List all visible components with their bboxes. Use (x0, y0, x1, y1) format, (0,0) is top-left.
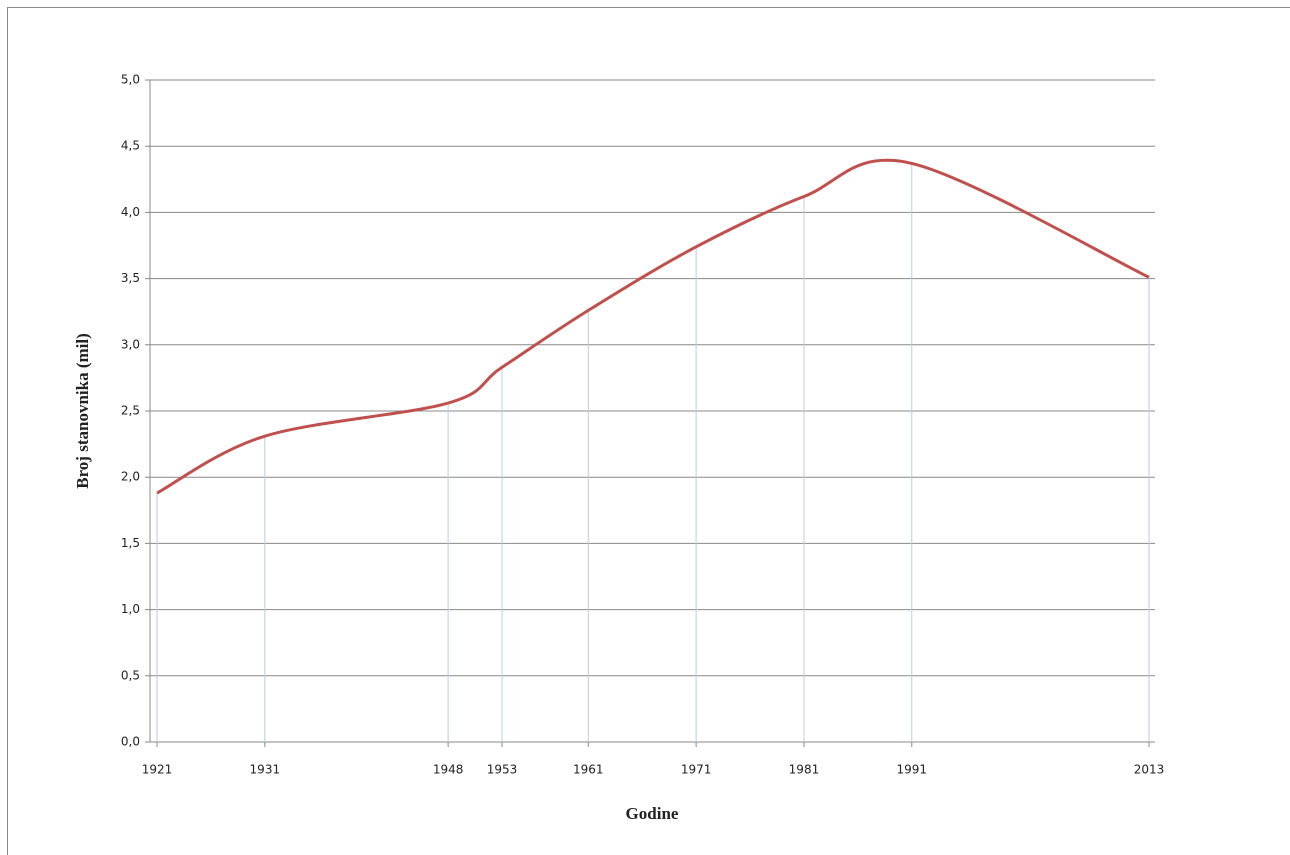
x-tick-label: 1931 (250, 763, 281, 777)
x-tick-label: 1921 (142, 763, 173, 777)
y-tick-label: 0,5 (121, 668, 140, 682)
x-axis-label: Godine (626, 804, 679, 823)
y-tick-label: 1,0 (121, 602, 140, 616)
y-tick-label: 4,5 (121, 139, 140, 153)
x-tick-label: 1961 (573, 763, 604, 777)
y-tick-label: 3,0 (121, 337, 140, 351)
x-tick-label: 1948 (433, 763, 464, 777)
y-axis-label: Broj stanovnika (mil) (73, 333, 92, 489)
x-tick-label: 2013 (1134, 763, 1165, 777)
x-tick-label: 1953 (487, 763, 518, 777)
x-tick-label: 1991 (897, 763, 928, 777)
y-tick-label: 0,0 (121, 735, 140, 749)
y-tick-label: 1,5 (121, 536, 140, 550)
y-tick-label: 4,0 (121, 205, 140, 219)
y-tick-label: 2,5 (121, 404, 140, 418)
x-tick-label: 1971 (681, 763, 712, 777)
y-tick-label: 5,0 (121, 73, 140, 87)
line (156, 158, 1150, 495)
y-tick-label: 2,0 (121, 470, 140, 484)
x-tick-label: 1981 (789, 763, 820, 777)
frame (7, 7, 1290, 855)
y-tick-label: 3,5 (121, 271, 140, 285)
